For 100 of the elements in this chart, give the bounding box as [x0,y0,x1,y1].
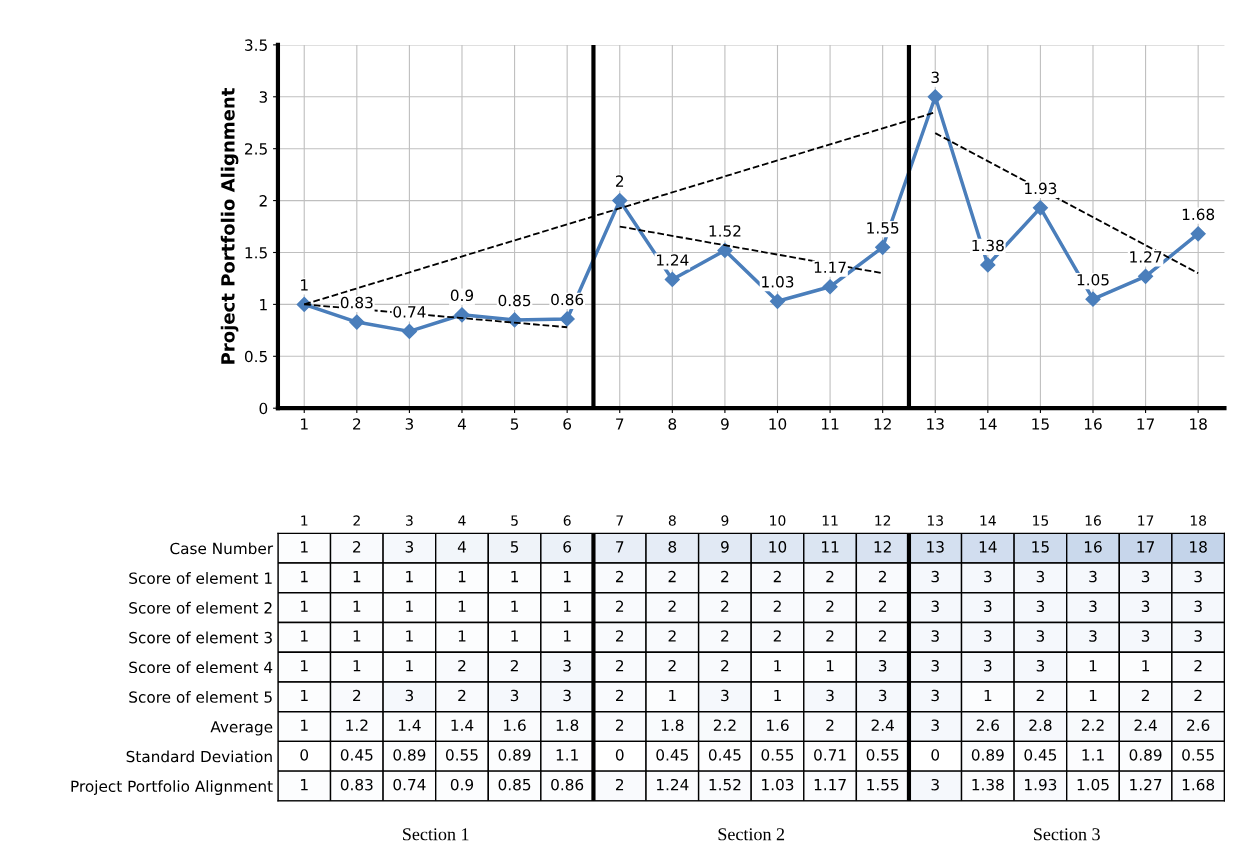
data-label: 1.05 [1077,778,1109,791]
x-tick-label: 5 [511,515,518,526]
x-tick-label: 12 [874,418,891,430]
x-tick-label: 8 [668,515,676,526]
y-tick-label: Score of element 5 [129,691,272,703]
text: Section 2 [718,828,785,841]
data-label: 2 [721,630,729,642]
data-label: 0.45 [656,749,688,761]
data-label: 2 [616,778,624,791]
data-label: 0.45 [340,749,373,761]
data-label: 0.71 [814,749,846,761]
data-label: 1 [301,600,308,612]
data-label: 3 [1141,600,1150,613]
data-label: 2 [1141,689,1149,702]
data-label: 1.03 [762,276,794,288]
x-tick-label: 5 [510,418,519,430]
data-label: 0.9 [450,778,474,791]
y-tick-label: 2.5 [245,143,267,155]
data-label: 2 [878,570,886,583]
data-label: 2 [616,689,624,702]
data-label: 0.89 [1129,749,1162,761]
x-tick-label: 3 [405,418,414,430]
data-label: 3 [510,689,519,702]
data-label: 2 [721,600,729,612]
x-tick-label: 6 [563,418,572,430]
data-label: 1 [563,630,571,642]
data-label: 0 [931,749,940,761]
data-label: 18 [1190,541,1207,553]
y-tick-label: 1.5 [245,247,267,259]
data-label: 0 [300,749,309,761]
data-label: 2 [826,719,834,731]
y-tick-label: 2 [259,195,267,207]
data-label: 3 [721,689,729,702]
data-label: 3 [1036,570,1045,583]
data-label: 3 [1194,570,1202,583]
data-label: 1 [301,779,308,791]
data-label: 2 [616,719,624,731]
data-label: 0.85 [498,778,531,791]
y-tick-label: 3 [259,91,267,103]
data-label: 3 [826,689,834,702]
data-label: 1.6 [504,719,526,731]
data-label: 1 [563,571,571,583]
data-label: 1 [301,279,308,291]
x-tick-label: 1 [301,418,308,430]
data-label: 1 [301,630,308,642]
data-label: 2 [353,541,361,553]
data-label: 3 [878,659,887,672]
data-label: 1 [774,689,781,702]
data-label: 1 [353,600,361,612]
data-label: 0.45 [1024,749,1057,761]
data-label: 0.86 [551,293,584,306]
data-label: 1 [458,571,466,583]
data-label: 2 [826,600,834,612]
data-label: 15 [1032,541,1049,553]
data-label: 2 [878,600,886,612]
data-label: 3 [1194,600,1202,613]
data-label: 2 [510,659,518,672]
data-label: 1.52 [709,225,741,237]
data-label: 0.55 [1182,749,1214,761]
data-label: 1.38 [972,778,1004,791]
data-label: 2 [353,689,361,702]
data-label: 6 [563,541,572,553]
data-label: 1.8 [556,719,579,731]
data-label: 3 [984,630,992,642]
x-tick-label: 9 [721,515,729,526]
data-label: 2 [878,630,886,642]
x-tick-label: 10 [769,418,787,430]
data-label: 1.03 [762,778,794,791]
data-label: 0.55 [445,749,478,761]
x-tick-label: 16 [1084,418,1102,430]
data-label: 1 [1089,660,1097,672]
y-tick-label: Average [210,721,273,736]
data-label: 1 [669,689,676,702]
data-label: 0.89 [498,749,531,761]
data-label: 2.4 [871,719,894,731]
data-label: 2 [826,630,834,642]
data-label: 1 [301,541,308,553]
x-tick-label: 16 [1085,515,1101,526]
x-tick-label: 17 [1138,515,1154,526]
data-label: 1 [511,571,519,583]
data-label: 2 [616,630,624,642]
data-label: 1 [301,571,308,583]
data-label: 2 [668,570,676,583]
x-tick-label: 14 [980,515,996,526]
y-tick-label: Score of element 4 [129,661,273,674]
data-label: 1 [511,600,519,612]
data-label: 1 [984,689,992,702]
data-label: 3 [405,689,414,702]
data-label: 3 [1036,659,1045,672]
x-tick-label: 15 [1032,418,1049,430]
data-label: 3 [1036,600,1045,613]
data-label: 3 [1141,630,1150,642]
data-label: 3 [1089,630,1097,642]
data-label: 3 [984,659,992,672]
data-label: 0.55 [761,749,794,761]
data-label: 1.55 [867,779,899,791]
data-label: 1.4 [451,719,474,731]
y-tick-label: Project Portfolio Alignment [71,780,273,795]
x-tick-label: 7 [616,418,624,430]
data-label: 2.6 [976,719,1000,731]
